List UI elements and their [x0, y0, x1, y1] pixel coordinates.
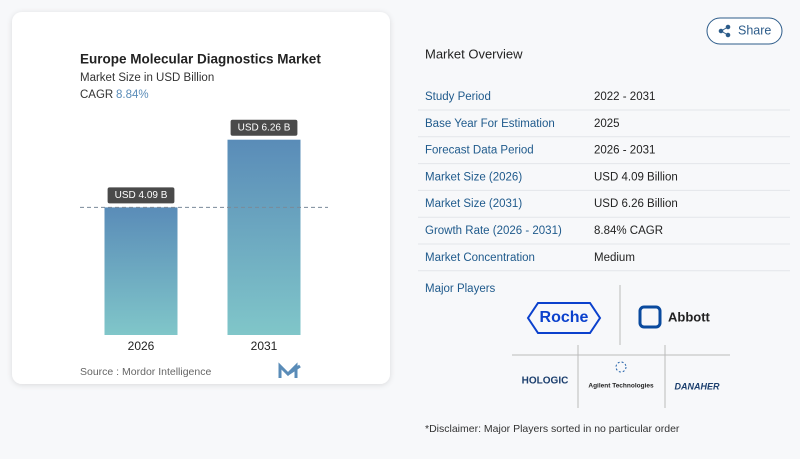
chart-title: Europe Molecular Diagnostics Market — [80, 52, 321, 67]
overview-value: 8.84% CAGR — [594, 225, 663, 237]
value-label: USD 4.09 B — [115, 190, 168, 201]
chart-card — [12, 12, 390, 384]
overview-value: Medium — [594, 252, 635, 264]
players-title: Major Players — [425, 283, 496, 295]
bar — [104, 207, 178, 335]
bar — [227, 139, 301, 335]
source: Source : Mordor Intelligence — [80, 366, 211, 378]
overview-label: Study Period — [425, 91, 491, 103]
overview-label: Market Concentration — [425, 252, 535, 264]
agilent-icon — [615, 361, 627, 373]
value-label-box — [107, 187, 175, 204]
overview-value: 2022 - 2031 — [594, 91, 655, 103]
overview-value: USD 4.09 Billion — [594, 171, 678, 183]
roche-hexagon — [526, 302, 602, 334]
player-logo: Abbott — [668, 309, 711, 324]
overview-value: 2025 — [594, 118, 620, 130]
share-icon — [718, 24, 731, 38]
share-label[interactable]: Share — [738, 23, 771, 37]
value-label: USD 6.26 B — [238, 122, 291, 133]
overview-value: 2026 - 2031 — [594, 145, 655, 157]
overview-label: Market Size (2026) — [425, 171, 522, 183]
player-logo: DANAHER — [675, 381, 721, 391]
player-logo: HOLOGIC — [522, 376, 569, 387]
brand-logo — [278, 362, 301, 378]
overview-label: Base Year For Estimation — [425, 118, 555, 130]
overview-title: Market Overview — [425, 46, 523, 61]
overview-label: Growth Rate (2026 - 2031) — [425, 225, 562, 237]
cagr-label: CAGR — [80, 89, 113, 101]
player-logo: Roche — [540, 309, 589, 326]
abbott-icon — [638, 305, 662, 329]
value-label-box — [230, 119, 298, 136]
overview-label: Market Size (2031) — [425, 198, 522, 210]
logo-grid — [512, 285, 730, 408]
share-button[interactable] — [706, 17, 783, 45]
cagr-value: 8.84% — [116, 89, 149, 101]
player-logo: Agilent Technologies — [588, 383, 654, 390]
x-tick-label: 2026 — [128, 339, 155, 353]
x-tick-label: 2031 — [251, 339, 278, 353]
chart-subtitle: Market Size in USD Billion — [80, 72, 214, 84]
disclaimer: *Disclaimer: Major Players sorted in no … — [425, 423, 680, 435]
overview-value: USD 6.26 Billion — [594, 198, 678, 210]
overview-label: Forecast Data Period — [425, 145, 534, 157]
